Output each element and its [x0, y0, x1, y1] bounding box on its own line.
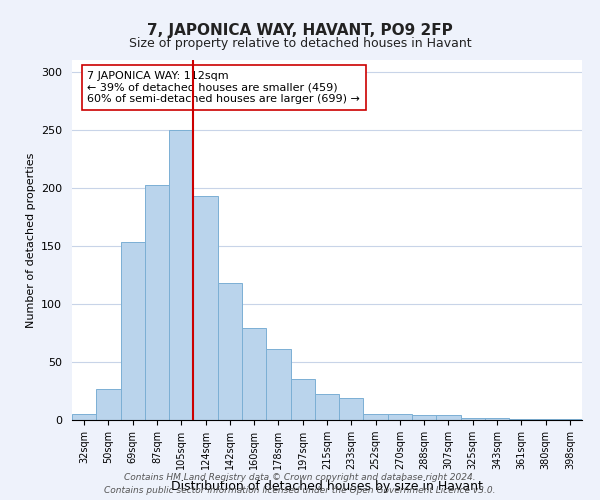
Bar	[315, 394, 339, 420]
Bar	[145, 186, 169, 420]
Text: Contains HM Land Registry data © Crown copyright and database right 2024.: Contains HM Land Registry data © Crown c…	[124, 474, 476, 482]
Bar	[461, 418, 485, 420]
Bar	[72, 414, 96, 420]
Bar	[290, 380, 315, 420]
Bar	[169, 130, 193, 420]
Bar	[242, 328, 266, 420]
Bar	[533, 419, 558, 420]
X-axis label: Distribution of detached houses by size in Havant: Distribution of detached houses by size …	[171, 480, 483, 494]
Bar	[266, 349, 290, 420]
Bar	[364, 414, 388, 420]
Bar	[193, 196, 218, 420]
Bar	[485, 418, 509, 420]
Bar	[96, 388, 121, 420]
Text: Contains public sector information licensed under the Open Government Licence v3: Contains public sector information licen…	[104, 486, 496, 495]
Bar	[436, 416, 461, 420]
Bar	[121, 242, 145, 420]
Text: 7 JAPONICA WAY: 112sqm
← 39% of detached houses are smaller (459)
60% of semi-de: 7 JAPONICA WAY: 112sqm ← 39% of detached…	[88, 71, 360, 104]
Bar	[388, 414, 412, 420]
Text: 7, JAPONICA WAY, HAVANT, PO9 2FP: 7, JAPONICA WAY, HAVANT, PO9 2FP	[147, 22, 453, 38]
Bar	[558, 419, 582, 420]
Text: Size of property relative to detached houses in Havant: Size of property relative to detached ho…	[128, 38, 472, 51]
Bar	[339, 398, 364, 420]
Y-axis label: Number of detached properties: Number of detached properties	[26, 152, 35, 328]
Bar	[412, 416, 436, 420]
Bar	[218, 283, 242, 420]
Bar	[509, 419, 533, 420]
